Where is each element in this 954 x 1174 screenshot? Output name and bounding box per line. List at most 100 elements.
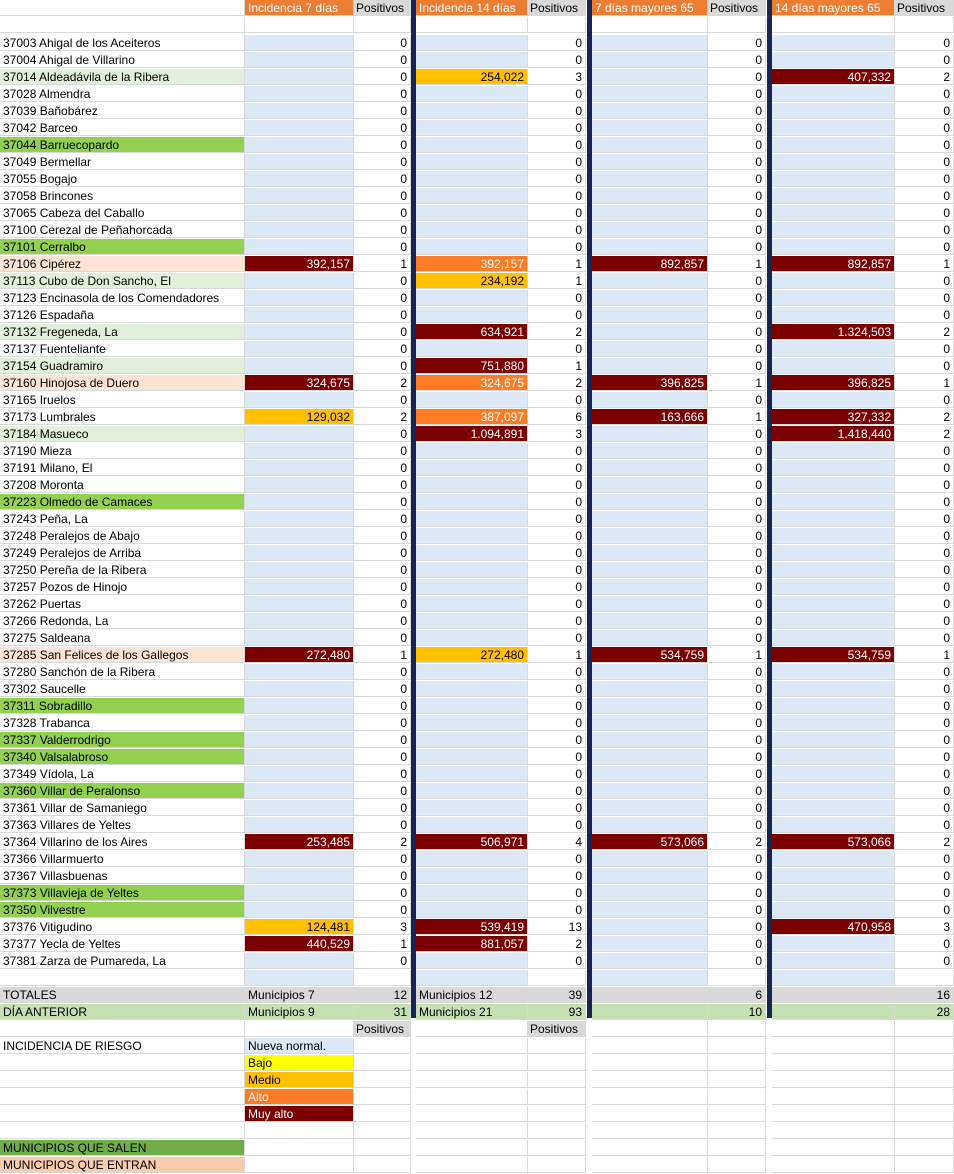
positivos-14-cell[interactable]: 0 [528, 715, 586, 731]
positivos-7-cell[interactable]: 0 [354, 120, 411, 136]
incidencia-14-cell[interactable] [416, 443, 528, 459]
positivos-14-cell[interactable]: 0 [528, 885, 586, 901]
cell[interactable] [0, 1123, 245, 1139]
positivos-7-cell[interactable]: 0 [354, 511, 411, 527]
cell[interactable] [772, 17, 895, 33]
incidencia-7-cell[interactable] [245, 732, 354, 748]
positivos-mayores-14-cell[interactable]: 0 [895, 613, 954, 629]
positivos-7-cell[interactable]: 1 [354, 936, 411, 952]
municipio-name[interactable]: 37014 Aldeadávila de la Ribera [0, 69, 245, 85]
positivos-7-cell[interactable]: 0 [354, 783, 411, 799]
cell[interactable] [592, 1123, 708, 1139]
cell[interactable] [528, 17, 586, 33]
positivos-mayores-7-cell[interactable]: 0 [708, 681, 766, 697]
positivos-7-cell[interactable]: 0 [354, 664, 411, 680]
incidencia-14-cell[interactable] [416, 205, 528, 221]
cell[interactable] [592, 1157, 708, 1173]
mayores-14-cell[interactable]: 892,857 [772, 256, 895, 272]
positivos-14-cell[interactable]: 0 [528, 205, 586, 221]
incidencia-14-cell[interactable] [416, 817, 528, 833]
positivos-7-cell[interactable]: 0 [354, 630, 411, 646]
subheader-positivos-14[interactable]: Positivos [528, 1021, 586, 1037]
cell[interactable] [416, 1038, 528, 1054]
incidencia-14-cell[interactable]: 751,880 [416, 358, 528, 374]
incidencia-7-cell[interactable] [245, 868, 354, 884]
mayores-7-cell[interactable] [592, 426, 708, 442]
positivos-mayores-7-cell[interactable]: 0 [708, 307, 766, 323]
mayores-14-cell[interactable] [772, 341, 895, 357]
positivos-14-cell[interactable]: 0 [528, 443, 586, 459]
municipio-name[interactable]: 37165 Iruelos [0, 392, 245, 408]
positivos-7-cell[interactable]: 0 [354, 205, 411, 221]
mayores-7-cell[interactable]: 534,759 [592, 647, 708, 663]
incidencia-14-cell[interactable]: 324,675 [416, 375, 528, 391]
cell[interactable] [354, 17, 411, 33]
mayores-14-cell[interactable] [772, 103, 895, 119]
positivos-14-cell[interactable]: 0 [528, 137, 586, 153]
totales-positivos-mayores-7[interactable]: 6 [708, 987, 766, 1003]
incidencia-14-cell[interactable] [416, 698, 528, 714]
positivos-mayores-14-cell[interactable]: 0 [895, 171, 954, 187]
positivos-mayores-7-cell[interactable]: 0 [708, 103, 766, 119]
cell[interactable] [592, 17, 708, 33]
positivos-7-cell[interactable]: 0 [354, 953, 411, 969]
mayores-14-cell[interactable]: 470,958 [772, 919, 895, 935]
cell[interactable] [895, 1157, 954, 1173]
positivos-7-cell[interactable]: 0 [354, 358, 411, 374]
positivos-mayores-7-cell[interactable]: 0 [708, 205, 766, 221]
mayores-7-cell[interactable] [592, 562, 708, 578]
legend-nueva-normal[interactable]: Nueva normal. [245, 1038, 354, 1054]
incidencia-14-cell[interactable] [416, 171, 528, 187]
mayores-14-cell[interactable] [772, 579, 895, 595]
positivos-mayores-7-cell[interactable]: 0 [708, 69, 766, 85]
incidencia-14-cell[interactable] [416, 664, 528, 680]
positivos-mayores-7-cell[interactable]: 1 [708, 256, 766, 272]
municipio-name[interactable]: 37328 Trabanca [0, 715, 245, 731]
positivos-7-cell[interactable]: 0 [354, 613, 411, 629]
mayores-7-cell[interactable] [592, 341, 708, 357]
positivos-7-cell[interactable]: 0 [354, 902, 411, 918]
positivos-14-cell[interactable]: 0 [528, 52, 586, 68]
cell[interactable] [772, 1123, 895, 1139]
mayores-7-cell[interactable] [592, 698, 708, 714]
incidencia-7-cell[interactable] [245, 528, 354, 544]
cell[interactable] [528, 970, 586, 986]
mayores-14-cell[interactable] [772, 307, 895, 323]
incidencia-7-cell[interactable] [245, 579, 354, 595]
dia-anterior-municipios-14[interactable]: Municipios 21 [416, 1004, 528, 1020]
incidencia-7-cell[interactable] [245, 817, 354, 833]
positivos-mayores-7-cell[interactable]: 0 [708, 766, 766, 782]
incidencia-7-cell[interactable] [245, 460, 354, 476]
municipio-name[interactable]: 37243 Peña, La [0, 511, 245, 527]
positivos-mayores-14-cell[interactable]: 0 [895, 732, 954, 748]
positivos-mayores-14-cell[interactable]: 0 [895, 936, 954, 952]
positivos-mayores-14-cell[interactable]: 2 [895, 426, 954, 442]
municipio-name[interactable]: 37065 Cabeza del Caballo [0, 205, 245, 221]
dia-anterior-positivos-mayores-14[interactable]: 28 [895, 1004, 954, 1020]
mayores-14-cell[interactable] [772, 392, 895, 408]
cell[interactable] [708, 1106, 766, 1122]
positivos-mayores-14-cell[interactable]: 0 [895, 511, 954, 527]
header-positivos-mayores-14[interactable]: Positivos [895, 0, 954, 16]
municipio-name[interactable]: 37302 Saucelle [0, 681, 245, 697]
mayores-7-cell[interactable] [592, 171, 708, 187]
positivos-mayores-14-cell[interactable]: 0 [895, 52, 954, 68]
incidencia-14-cell[interactable] [416, 732, 528, 748]
positivos-14-cell[interactable]: 3 [528, 426, 586, 442]
mayores-7-cell[interactable] [592, 307, 708, 323]
positivos-mayores-7-cell[interactable]: 0 [708, 613, 766, 629]
positivos-mayores-7-cell[interactable]: 0 [708, 715, 766, 731]
cell[interactable] [708, 1157, 766, 1173]
positivos-mayores-14-cell[interactable]: 0 [895, 239, 954, 255]
mayores-7-cell[interactable] [592, 239, 708, 255]
header-incidencia-14[interactable]: Incidencia 14 días [416, 0, 528, 16]
mayores-14-cell[interactable] [772, 681, 895, 697]
mayores-14-cell[interactable] [772, 137, 895, 153]
mayores-14-cell[interactable]: 327,332 [772, 409, 895, 425]
cell[interactable] [528, 1123, 586, 1139]
positivos-mayores-7-cell[interactable]: 0 [708, 851, 766, 867]
positivos-mayores-14-cell[interactable]: 0 [895, 681, 954, 697]
legend-title[interactable]: INCIDENCIA DE RIESGO [0, 1038, 245, 1054]
positivos-mayores-7-cell[interactable]: 0 [708, 477, 766, 493]
mayores-7-cell[interactable] [592, 749, 708, 765]
